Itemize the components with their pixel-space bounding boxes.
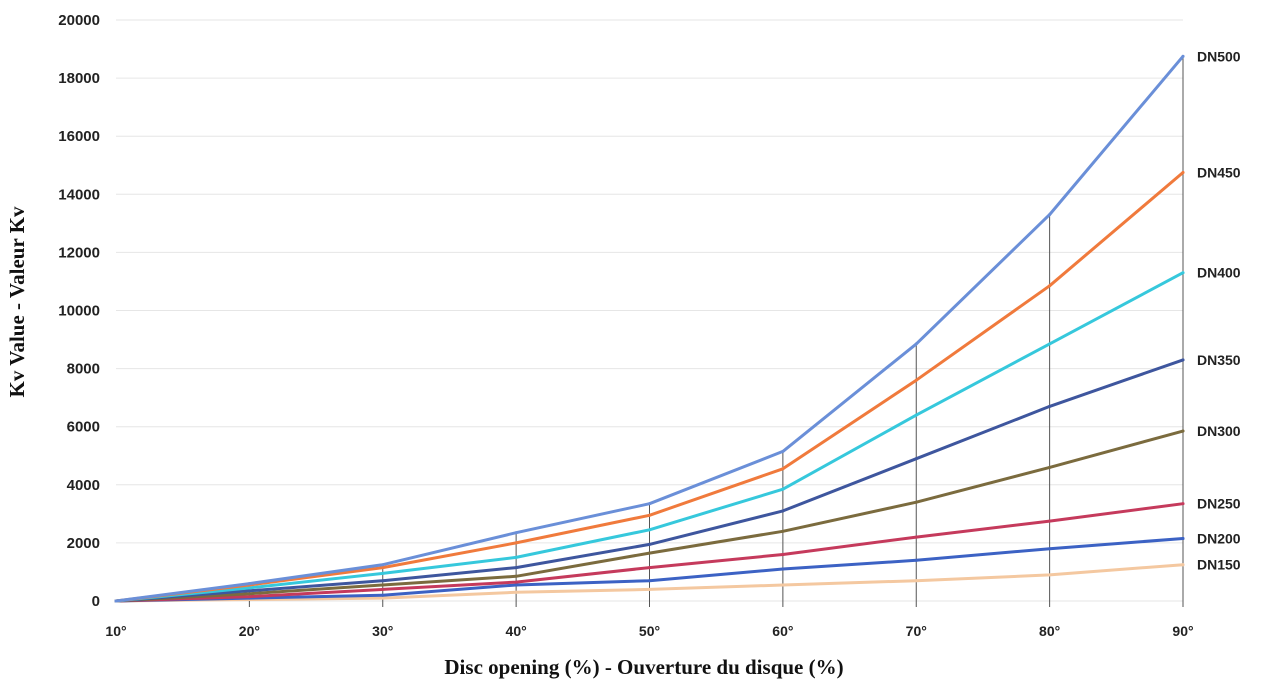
- data-point: [1181, 429, 1185, 433]
- y-tick-label: 0: [92, 593, 100, 610]
- data-point: [1181, 54, 1185, 58]
- data-point: [914, 500, 918, 504]
- data-point: [247, 582, 251, 586]
- data-point: [381, 596, 385, 600]
- series-label-dn250: DN250: [1197, 496, 1241, 512]
- y-tick-labels: 0 2000 4000 6000 8000 10000 12000 14000 16000 180…: [58, 12, 100, 610]
- data-point: [781, 467, 785, 471]
- data-point: [381, 583, 385, 587]
- data-point: [1181, 271, 1185, 275]
- data-point: [381, 571, 385, 575]
- data-point: [914, 457, 918, 461]
- data-point: [1048, 284, 1052, 288]
- data-point: [514, 580, 518, 584]
- data-point: [781, 553, 785, 557]
- data-point: [648, 502, 651, 506]
- data-point: [1181, 358, 1185, 362]
- y-tick-label: 18000: [58, 70, 100, 87]
- data-point: [648, 551, 651, 555]
- data-point: [381, 566, 385, 570]
- series-label-dn350: DN350: [1197, 352, 1241, 368]
- data-point: [381, 563, 385, 567]
- data-point: [247, 592, 251, 596]
- data-point: [1048, 213, 1052, 217]
- y-tick-label: 14000: [58, 186, 100, 203]
- y-tick-label: 10000: [58, 303, 100, 320]
- data-point: [514, 590, 518, 594]
- data-point: [514, 531, 518, 535]
- data-point: [1048, 573, 1052, 577]
- x-tick-label: 40°: [506, 623, 527, 639]
- y-tick-label: 12000: [58, 244, 100, 261]
- data-point: [247, 589, 251, 593]
- y-tick-label: 20000: [58, 12, 100, 29]
- data-point: [247, 595, 251, 599]
- data-point: [781, 583, 785, 587]
- data-point: [514, 555, 518, 559]
- y-axis-title: Kv Value - Valeur Kv: [5, 206, 29, 397]
- data-point: [914, 342, 918, 346]
- data-point: [781, 449, 785, 453]
- x-tick-label: 10°: [105, 623, 126, 639]
- data-point: [1181, 171, 1185, 175]
- data-point: [914, 535, 918, 539]
- x-tick-labels: 10° 20° 30° 40° 50° 60° 70° 80° 90°: [105, 623, 1193, 639]
- data-point: [648, 542, 651, 546]
- series-lines: [114, 54, 1185, 603]
- data-point: [1181, 537, 1185, 541]
- data-point: [914, 413, 918, 417]
- data-point: [1048, 342, 1052, 346]
- data-point: [381, 593, 385, 597]
- y-tick-label: 8000: [67, 361, 100, 378]
- x-tick-label: 80°: [1039, 623, 1060, 639]
- x-tick-label: 20°: [239, 623, 260, 639]
- y-tick-label: 2000: [67, 535, 100, 552]
- data-point: [781, 567, 785, 571]
- data-point: [648, 513, 651, 517]
- x-tick-label: 60°: [772, 623, 793, 639]
- data-point: [648, 528, 651, 532]
- series-label-dn400: DN400: [1197, 265, 1241, 281]
- data-point: [1048, 465, 1052, 469]
- series-label-dn150: DN150: [1197, 557, 1241, 573]
- y-tick-label: 16000: [58, 128, 100, 145]
- gridlines: [116, 19, 1183, 602]
- series-label-dn300: DN300: [1197, 423, 1241, 439]
- data-point: [514, 541, 518, 545]
- data-point: [1181, 502, 1185, 506]
- x-tick-label: 90°: [1172, 623, 1193, 639]
- x-axis-title: Disc opening (%) - Ouverture du disque (…: [444, 655, 843, 679]
- x-tick-label: 70°: [906, 623, 927, 639]
- data-point: [381, 579, 385, 583]
- series-label-dn500: DN500: [1197, 48, 1241, 64]
- series-labels: DN500 DN450 DN400 DN350 DN300 DN250 DN200 DN150: [1197, 48, 1241, 572]
- data-point: [514, 566, 518, 570]
- data-point: [781, 487, 785, 491]
- series-label-dn200: DN200: [1197, 531, 1241, 547]
- data-point: [1048, 404, 1052, 408]
- series-label-dn450: DN450: [1197, 165, 1241, 181]
- data-point: [514, 583, 518, 587]
- x-tick-label: 50°: [639, 623, 660, 639]
- data-point: [114, 599, 118, 603]
- x-tick-label: 30°: [372, 623, 393, 639]
- data-point: [781, 509, 785, 513]
- data-point: [648, 566, 651, 570]
- data-point: [247, 586, 251, 590]
- data-point: [1048, 547, 1052, 551]
- data-point: [914, 579, 918, 583]
- data-point: [914, 378, 918, 382]
- data-point: [1048, 519, 1052, 523]
- y-tick-label: 6000: [67, 419, 100, 436]
- y-tick-label: 4000: [67, 477, 100, 494]
- data-point: [1181, 563, 1185, 567]
- data-point: [514, 574, 518, 578]
- data-point: [781, 529, 785, 533]
- data-point: [648, 579, 651, 583]
- data-point: [381, 587, 385, 591]
- data-point: [914, 558, 918, 562]
- data-point: [648, 587, 651, 591]
- vertical-guides: [248, 56, 1184, 607]
